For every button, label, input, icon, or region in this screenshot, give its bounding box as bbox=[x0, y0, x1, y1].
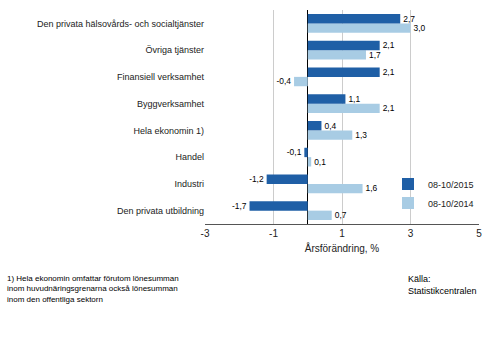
svg-text:1,1: 1,1 bbox=[348, 94, 360, 104]
svg-text:Årsförändring, %: Årsförändring, % bbox=[305, 242, 380, 254]
svg-text:08-10/2014: 08-10/2014 bbox=[428, 199, 474, 209]
svg-text:-1,7: -1,7 bbox=[232, 201, 247, 211]
svg-text:Finansiell verksamhet: Finansiell verksamhet bbox=[117, 72, 205, 82]
svg-text:-0,1: -0,1 bbox=[287, 147, 302, 157]
svg-text:2,1: 2,1 bbox=[383, 67, 395, 77]
svg-text:Källa:Statistikcentralen: Källa:Statistikcentralen bbox=[408, 274, 477, 296]
svg-text:Den privata utbildning: Den privata utbildning bbox=[117, 206, 204, 216]
svg-text:-3: -3 bbox=[201, 228, 210, 239]
svg-text:Industri: Industri bbox=[174, 179, 204, 189]
svg-text:2,1: 2,1 bbox=[383, 103, 395, 113]
svg-text:3,0: 3,0 bbox=[414, 23, 426, 33]
svg-text:5: 5 bbox=[476, 228, 482, 239]
svg-text:-1,2: -1,2 bbox=[249, 174, 264, 184]
svg-text:-1: -1 bbox=[269, 228, 278, 239]
svg-text:1) Hela ekonomin omfattar föru: 1) Hela ekonomin omfattar förutom lönesu… bbox=[7, 274, 179, 304]
svg-text:2,1: 2,1 bbox=[383, 40, 395, 50]
svg-text:Den privata hälsovårds- och so: Den privata hälsovårds- och socialtjänst… bbox=[37, 19, 204, 29]
svg-text:Handel: Handel bbox=[175, 152, 204, 162]
svg-text:1,7: 1,7 bbox=[369, 50, 381, 60]
svg-text:3: 3 bbox=[408, 228, 414, 239]
svg-text:08-10/2015: 08-10/2015 bbox=[428, 180, 474, 190]
svg-text:Övriga tjänster: Övriga tjänster bbox=[145, 45, 204, 55]
svg-text:Hela ekonomin 1): Hela ekonomin 1) bbox=[133, 126, 204, 136]
svg-text:0,7: 0,7 bbox=[335, 210, 347, 220]
svg-text:1,3: 1,3 bbox=[355, 130, 367, 140]
svg-text:1,6: 1,6 bbox=[366, 183, 378, 193]
svg-text:Byggverksamhet: Byggverksamhet bbox=[137, 99, 205, 109]
svg-text:1: 1 bbox=[339, 228, 345, 239]
svg-text:0,4: 0,4 bbox=[324, 121, 336, 131]
svg-text:0,1: 0,1 bbox=[314, 157, 326, 167]
svg-text:2,7: 2,7 bbox=[403, 14, 415, 24]
svg-text:-0,4: -0,4 bbox=[277, 76, 292, 86]
